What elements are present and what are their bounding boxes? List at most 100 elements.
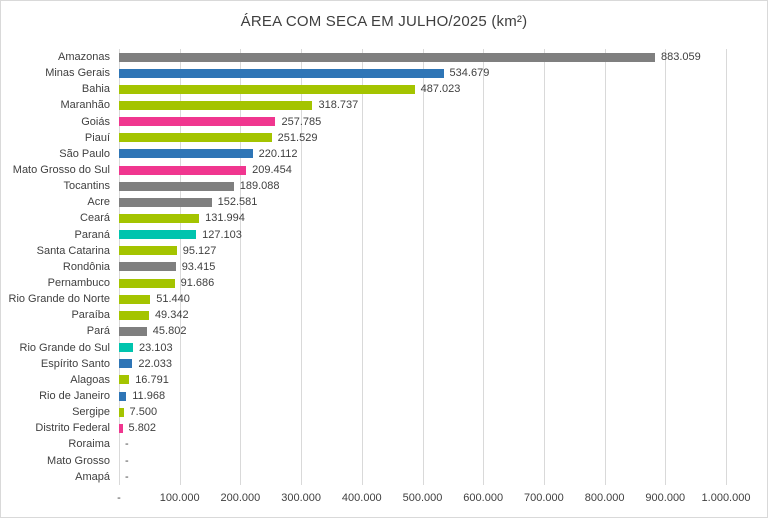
gridline bbox=[483, 49, 485, 485]
value-label: 51.440 bbox=[156, 293, 190, 306]
category-label: Rio de Janeiro bbox=[39, 390, 110, 403]
category-label: Amazonas bbox=[58, 51, 110, 64]
category-label: Alagoas bbox=[70, 373, 110, 386]
chart-row: Roraima - bbox=[68, 436, 726, 452]
value-label: - bbox=[125, 454, 129, 467]
bar bbox=[119, 181, 234, 191]
value-label: 127.103 bbox=[202, 228, 242, 241]
value-label: - bbox=[125, 470, 129, 483]
value-label: 318.737 bbox=[318, 99, 359, 112]
bar bbox=[119, 149, 253, 159]
chart-row: São Paulo 220.112 bbox=[59, 146, 726, 162]
bar bbox=[119, 197, 212, 207]
value-label: 7.500 bbox=[129, 406, 158, 419]
x-tick-label: 600.000 bbox=[463, 492, 504, 504]
value-label: 487.023 bbox=[420, 83, 461, 96]
chart-row: Rio de Janeiro 11.968 bbox=[39, 388, 726, 404]
bar bbox=[119, 117, 276, 127]
chart-row: Amapá - bbox=[75, 469, 726, 485]
value-label: 16.791 bbox=[135, 373, 169, 386]
bar bbox=[119, 262, 176, 272]
value-label: 189.088 bbox=[239, 180, 280, 193]
category-label: Rio Grande do Norte bbox=[8, 293, 111, 306]
category-label: Santa Catarina bbox=[36, 244, 110, 257]
x-tick-label: 300.000 bbox=[281, 492, 321, 504]
category-label: Espírito Santo bbox=[40, 357, 110, 370]
chart-title: ÁREA COM SECA EM JULHO/2025 (km²) bbox=[240, 13, 528, 30]
bar bbox=[119, 294, 151, 304]
x-tick-label: 900.000 bbox=[645, 492, 686, 504]
x-tick-label: - bbox=[117, 492, 121, 504]
chart-row: Mato Grosso - bbox=[47, 453, 726, 469]
gridline bbox=[301, 49, 303, 485]
category-label: Roraima bbox=[68, 438, 110, 451]
bar bbox=[119, 84, 415, 94]
x-axis: - 100.000 200.000 300.000 400.000 500.000 600.… bbox=[117, 485, 750, 507]
value-label: 209.454 bbox=[252, 164, 292, 177]
bar bbox=[119, 165, 247, 175]
category-label: Maranhão bbox=[60, 99, 110, 112]
chart-row: Distrito Federal 5.802 bbox=[35, 420, 726, 436]
category-label: Pará bbox=[86, 325, 110, 338]
bar bbox=[119, 375, 130, 385]
category-label: Minas Gerais bbox=[45, 67, 110, 80]
bar bbox=[119, 278, 175, 288]
category-label: Mato Grosso bbox=[47, 454, 110, 467]
x-tick-label: 500.000 bbox=[402, 492, 443, 504]
category-label: Distrito Federal bbox=[35, 422, 110, 435]
bar bbox=[119, 100, 313, 110]
value-label: 93.415 bbox=[181, 260, 216, 273]
category-label: Mato Grosso do Sul bbox=[12, 164, 110, 177]
value-label: 534.679 bbox=[449, 67, 490, 80]
category-label: Goiás bbox=[81, 115, 110, 128]
gridline bbox=[422, 49, 424, 485]
bar bbox=[119, 68, 444, 78]
chart-row: Rio Grande do Norte 51.440 bbox=[9, 291, 726, 307]
chart-row: Paraíba 49.342 bbox=[71, 307, 726, 323]
category-label: Rondônia bbox=[62, 260, 110, 273]
category-label: Amapá bbox=[75, 470, 110, 483]
value-label: 5.802 bbox=[128, 422, 157, 435]
chart-row: Espírito Santo 22.033 bbox=[41, 356, 726, 372]
category-label: Pernambuco bbox=[47, 277, 110, 290]
x-tick-label: 200.000 bbox=[220, 492, 261, 504]
chart-row: Minas Gerais 534.679 bbox=[45, 65, 726, 81]
chart-row: Piauí 251.529 bbox=[85, 130, 726, 146]
bar bbox=[119, 52, 656, 62]
chart-row: Rondônia 93.415 bbox=[63, 259, 726, 275]
x-tick-label: 400.000 bbox=[341, 492, 382, 504]
value-label: 91.686 bbox=[180, 277, 215, 290]
gridline bbox=[179, 49, 181, 485]
chart-row: Tocantins 189.088 bbox=[64, 178, 726, 194]
value-label: 45.802 bbox=[152, 325, 187, 338]
gridline bbox=[240, 49, 242, 485]
value-label: 257.785 bbox=[281, 115, 322, 128]
category-label: São Paulo bbox=[59, 147, 110, 160]
value-label: 220.112 bbox=[258, 147, 298, 160]
gridline bbox=[604, 49, 606, 485]
x-tick-label: 1.000.000 bbox=[701, 492, 751, 504]
category-label: Ceará bbox=[80, 212, 110, 225]
category-label: Sergipe bbox=[72, 406, 110, 419]
chart-row: Acre 152.581 bbox=[87, 194, 726, 210]
chart-row: Alagoas 16.791 bbox=[70, 372, 726, 388]
category-label: Acre bbox=[87, 196, 110, 209]
category-label: Paraíba bbox=[71, 309, 110, 322]
gridline bbox=[726, 49, 727, 485]
category-label: Piauí bbox=[84, 131, 110, 144]
category-label: Bahia bbox=[81, 83, 110, 96]
bar bbox=[119, 326, 147, 336]
chart-row: Goiás 257.785 bbox=[81, 114, 726, 130]
category-label: Rio Grande do Sul bbox=[19, 341, 111, 354]
bar bbox=[119, 423, 123, 433]
x-tick-label: 800.000 bbox=[584, 492, 625, 504]
bar bbox=[119, 391, 127, 401]
bar bbox=[119, 359, 133, 369]
value-label: 131.994 bbox=[205, 212, 245, 225]
chart-row: Ceará 131.994 bbox=[80, 210, 726, 226]
category-label: Tocantins bbox=[63, 180, 110, 193]
chart-row: Paraná 127.103 bbox=[75, 227, 726, 243]
chart-row: Pará 45.802 bbox=[87, 323, 726, 339]
value-label: 49.342 bbox=[154, 309, 189, 322]
